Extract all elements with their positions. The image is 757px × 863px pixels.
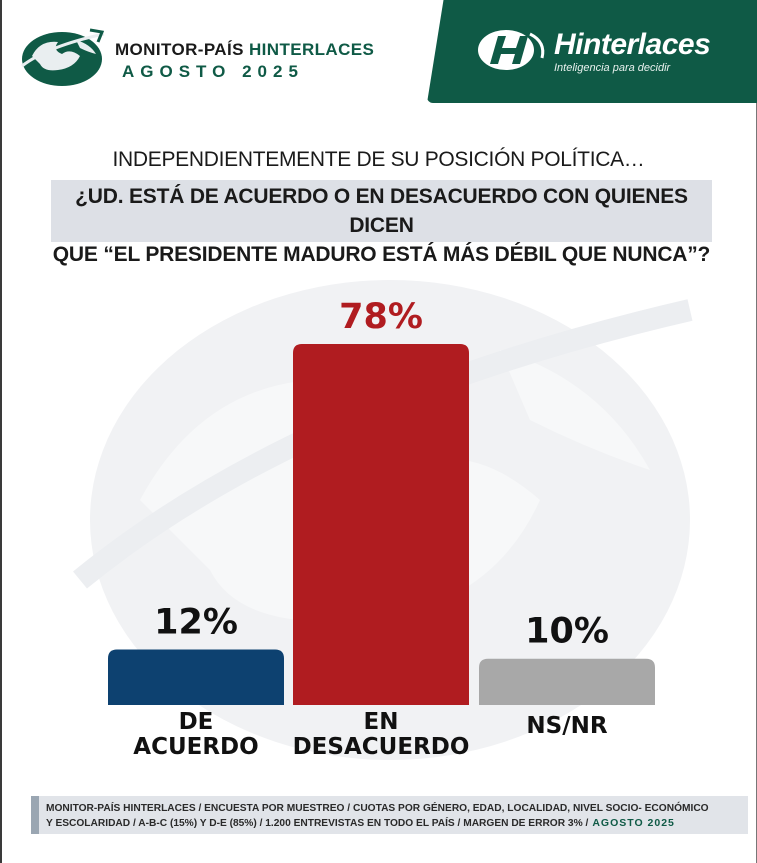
- question-line-1: ¿UD. ESTÁ DE ACUERDO O EN DESACUERDO CON…: [75, 185, 688, 237]
- brand-title: MONITOR-PAÍS HINTERLACES: [115, 40, 374, 60]
- question-intro: INDEPENDIENTEMENTE DE SU POSICIÓN POLÍTI…: [112, 148, 645, 171]
- hinterlaces-h-logo-icon: [478, 30, 545, 70]
- methodology-note: MONITOR-PAÍS HINTERLACES / ENCUESTA POR …: [46, 801, 736, 831]
- edition-label: AGOSTO 2025: [122, 62, 304, 81]
- brand-title-prefix: MONITOR-PAÍS: [115, 40, 249, 59]
- value-label-en-desacuerdo: 78%: [339, 297, 423, 337]
- company-tagline: Inteligencia para decidir: [554, 62, 671, 74]
- bar-de-acuerdo: [108, 649, 284, 705]
- methodology-box: [31, 796, 748, 834]
- methodology-date: AGOSTO 2025: [592, 817, 675, 829]
- company-name: Hinterlaces: [554, 28, 711, 61]
- methodology-line-2-text: Y ESCOLARIDAD / A-B-C (15%) Y D-E (85%) …: [46, 818, 589, 829]
- category-label-en-desacuerdo-line-1: EN: [364, 709, 399, 735]
- value-label-de-acuerdo: 12%: [154, 602, 238, 642]
- value-label-ns-nr: 10%: [525, 612, 609, 652]
- category-label-de-acuerdo-line-1: DE: [179, 709, 214, 735]
- globe-logo-icon: [21, 28, 105, 86]
- question-highlight: [51, 180, 712, 242]
- question-text: ¿UD. ESTÁ DE ACUERDO O EN DESACUERDO CON…: [51, 182, 712, 269]
- category-label-de-acuerdo-line-2: ACUERDO: [133, 734, 258, 760]
- bar-ns-nr: [479, 658, 655, 705]
- methodology-line-1: MONITOR-PAÍS HINTERLACES / ENCUESTA POR …: [46, 803, 709, 814]
- brand-title-accent: HINTERLACES: [248, 40, 375, 59]
- category-label-en-desacuerdo-line-2: DESACUERDO: [293, 734, 470, 760]
- frame-left-border: [0, 0, 2, 863]
- bars-layer: [108, 344, 655, 705]
- question-line-2: QUE “EL PRESIDENTE MADURO ESTÁ MÁS DÉBIL…: [52, 243, 711, 266]
- bar-en-desacuerdo: [293, 344, 469, 705]
- category-label-ns-nr: NS/NR: [526, 713, 607, 739]
- methodology-line-2: Y ESCOLARIDAD / A-B-C (15%) Y D-E (85%) …: [46, 816, 736, 831]
